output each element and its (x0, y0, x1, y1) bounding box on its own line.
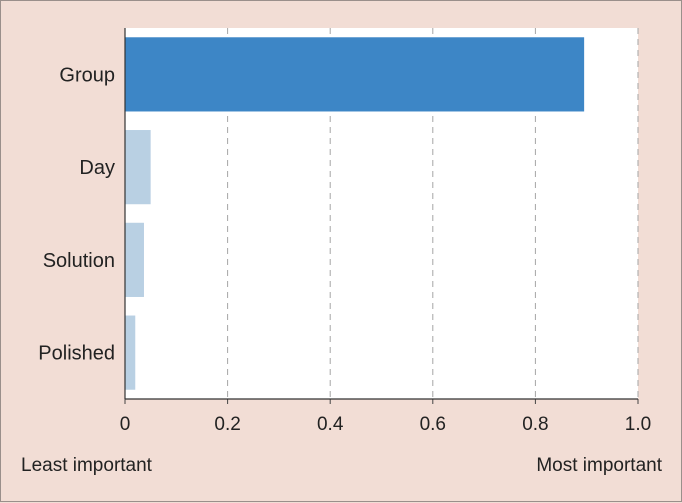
bar-solution (125, 222, 144, 297)
category-label: Solution (43, 250, 115, 272)
tick-label: 1.0 (625, 414, 651, 435)
bar-day (125, 130, 151, 205)
category-label: Day (79, 157, 115, 179)
category-label: Group (59, 64, 115, 86)
tick-label: 0.2 (214, 414, 240, 435)
tick-label: 0.4 (317, 414, 344, 435)
bar-group (125, 37, 585, 112)
category-label: Polished (38, 343, 115, 365)
grid-lines (227, 28, 639, 399)
tick-label: 0 (120, 414, 131, 435)
category-labels: Group Day Solution Polished (38, 64, 115, 364)
tick-label: 0.8 (522, 414, 548, 435)
least-important-caption: Least important (21, 455, 153, 476)
tick-labels: 0 0.2 0.4 0.6 0.8 1.0 (120, 399, 651, 435)
bar-polished (125, 315, 136, 390)
tick-label: 0.6 (420, 414, 446, 435)
most-important-caption: Most important (536, 455, 662, 476)
bars (125, 37, 585, 390)
